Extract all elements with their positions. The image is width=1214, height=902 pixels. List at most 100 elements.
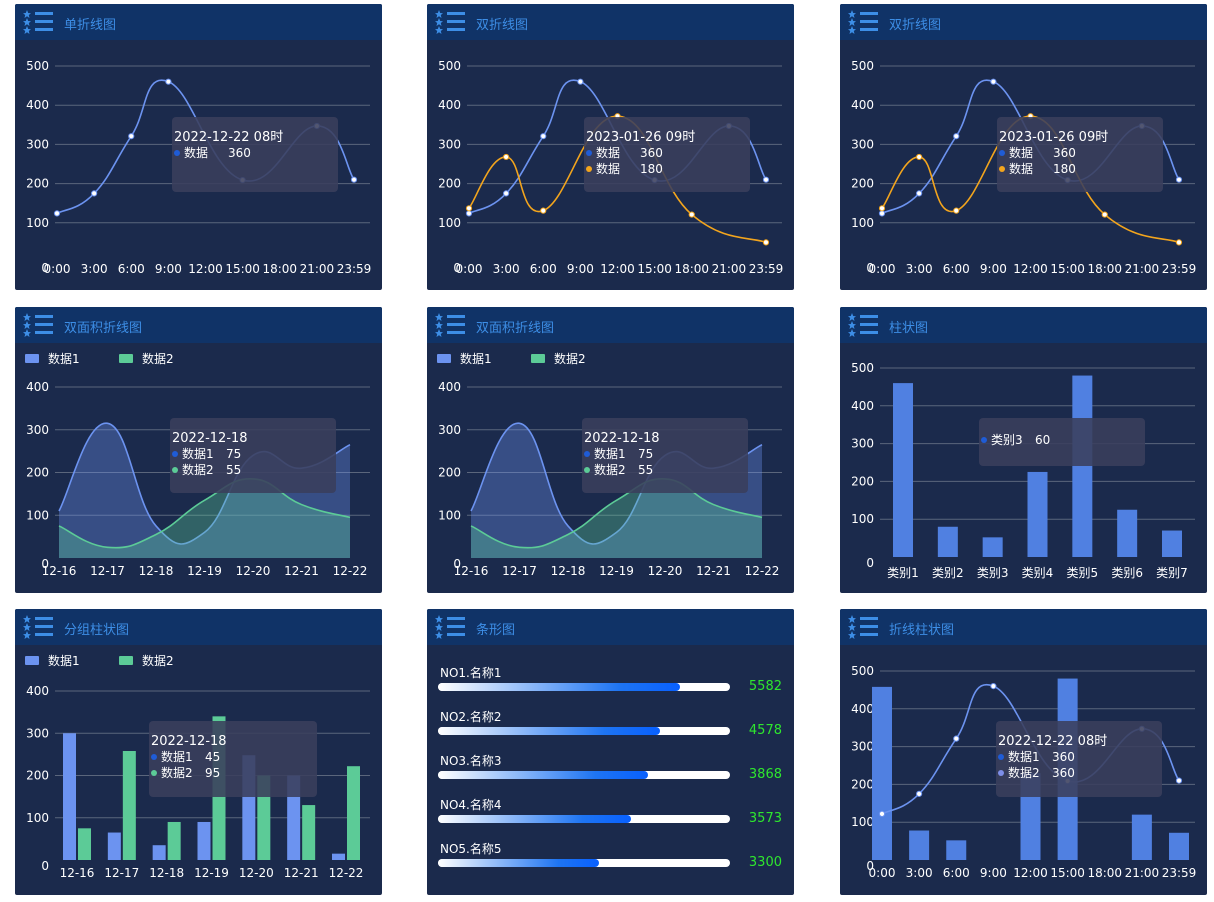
series-area	[59, 478, 350, 558]
legend-swatch	[25, 656, 39, 665]
tooltip-label: 数据1	[1008, 749, 1040, 764]
panel-bar-chart: 柱状图 0 100 200 300 400 500 类别1 类别2 类别3 类别4 类别5 类别6 类别…	[840, 307, 1207, 593]
data-point	[878, 205, 886, 212]
data-point	[1175, 176, 1183, 183]
y-tick-label: 500	[851, 361, 874, 375]
tooltip-title: 2023-01-26 09时	[586, 130, 695, 145]
y-tick-label: 300	[851, 137, 874, 151]
x-tick-label: 12-20	[236, 564, 271, 578]
tooltip-marker	[586, 150, 592, 156]
y-tick-label: 0	[453, 261, 461, 275]
x-tick-label: 0:00	[869, 262, 896, 276]
list-icon	[23, 313, 53, 337]
x-tick-label: 12-16	[42, 564, 77, 578]
list-icon	[23, 10, 53, 34]
x-tick-label: 12:00	[188, 262, 223, 276]
x-tick-label: 23:59	[1162, 262, 1197, 276]
bar	[1117, 509, 1138, 557]
bar-track	[438, 683, 730, 691]
y-tick-label: 0	[866, 261, 874, 275]
x-tick-label: 0:00	[456, 262, 483, 276]
data-point	[465, 210, 473, 217]
data-point	[540, 207, 547, 214]
x-tick-label: 12-21	[284, 564, 319, 578]
y-tick-label: 300	[438, 137, 461, 151]
panel-header: 双折线图	[840, 4, 1207, 40]
x-tick-label: 12-20	[239, 866, 274, 880]
panel-header: 条形图	[427, 609, 794, 645]
x-tick-label: 12-20	[648, 564, 683, 578]
panel-header: 单折线图	[15, 4, 382, 40]
tooltip-marker	[151, 770, 157, 776]
tooltip-title: 2022-12-22 08时	[174, 130, 283, 145]
data-point	[91, 190, 98, 197]
y-tick-label: 200	[26, 177, 49, 191]
x-tick-label: 12-16	[454, 564, 489, 578]
x-tick-label: 12-19	[187, 564, 222, 578]
y-tick-label: 500	[438, 59, 461, 73]
tooltip-title: 2023-01-26 09时	[999, 130, 1108, 145]
tooltip-value: 95	[205, 766, 220, 780]
panel-grouped-bar-chart: 分组柱状图 数据1 数据2 0 100 200 300 400 12-16 12-17 12-18…	[15, 609, 382, 895]
data-point	[762, 176, 770, 183]
legend-label: 数据2	[554, 351, 586, 366]
x-tick-label: 12-17	[502, 564, 537, 578]
tooltip	[582, 418, 748, 493]
tooltip-label: 数据	[596, 145, 620, 160]
x-tick-label: 23:59	[749, 262, 784, 276]
bar-row: NO3.名称3 3868	[427, 747, 794, 791]
bar	[946, 840, 967, 860]
bar-track	[438, 771, 730, 779]
y-tick-label: 300	[26, 137, 49, 151]
x-tick-label: 类别1	[887, 566, 919, 580]
x-tick-label: 12-21	[696, 564, 731, 578]
bar	[152, 845, 166, 860]
list-icon	[848, 313, 878, 337]
tooltip-marker	[998, 770, 1004, 776]
x-tick-label: 9:00	[980, 262, 1007, 276]
data-point	[577, 78, 584, 85]
tooltip-label: 数据1	[594, 446, 626, 461]
data-point	[688, 211, 695, 218]
panel-header: 双面积折线图	[15, 307, 382, 343]
data-point	[916, 790, 923, 797]
y-tick-label: 100	[851, 216, 874, 230]
tooltip-value: 360	[228, 146, 251, 160]
tooltip-value: 360	[1052, 750, 1075, 764]
y-tick-label: 400	[438, 98, 461, 112]
tooltip-marker	[174, 150, 180, 156]
x-tick-label: 23:59	[1162, 866, 1197, 880]
tooltip-value: 55	[226, 463, 241, 477]
tooltip-marker	[999, 150, 1005, 156]
tooltip-label: 数据	[1009, 161, 1033, 176]
y-tick-label: 100	[851, 512, 874, 526]
y-tick-label: 100	[26, 508, 49, 522]
tooltip-value: 360	[1052, 766, 1075, 780]
tooltip-label: 数据2	[182, 462, 214, 477]
data-point	[990, 683, 997, 690]
y-tick-label: 400	[851, 98, 874, 112]
y-tick-label: 300	[851, 437, 874, 451]
bar-label: NO5.名称5	[440, 842, 502, 856]
y-tick-label: 0	[866, 556, 874, 570]
x-tick-label: 18:00	[1087, 262, 1122, 276]
x-tick-label: 23:59	[337, 262, 372, 276]
x-tick-label: 3:00	[493, 262, 520, 276]
tooltip-value: 75	[226, 447, 241, 461]
tooltip-value: 55	[638, 463, 653, 477]
tooltip-label: 数据	[184, 145, 208, 160]
data-point	[165, 78, 172, 85]
tooltip-value: 75	[638, 447, 653, 461]
tooltip-label: 数据2	[1008, 765, 1040, 780]
tooltip-marker	[999, 166, 1005, 172]
y-tick-label: 400	[26, 684, 49, 698]
list-icon	[848, 615, 878, 639]
x-tick-label: 0:00	[44, 262, 71, 276]
data-point	[916, 153, 923, 161]
y-tick-label: 200	[851, 777, 874, 791]
x-tick-label: 12-22	[329, 866, 364, 880]
x-tick-label: 12-22	[745, 564, 780, 578]
tooltip-value: 180	[640, 162, 663, 176]
